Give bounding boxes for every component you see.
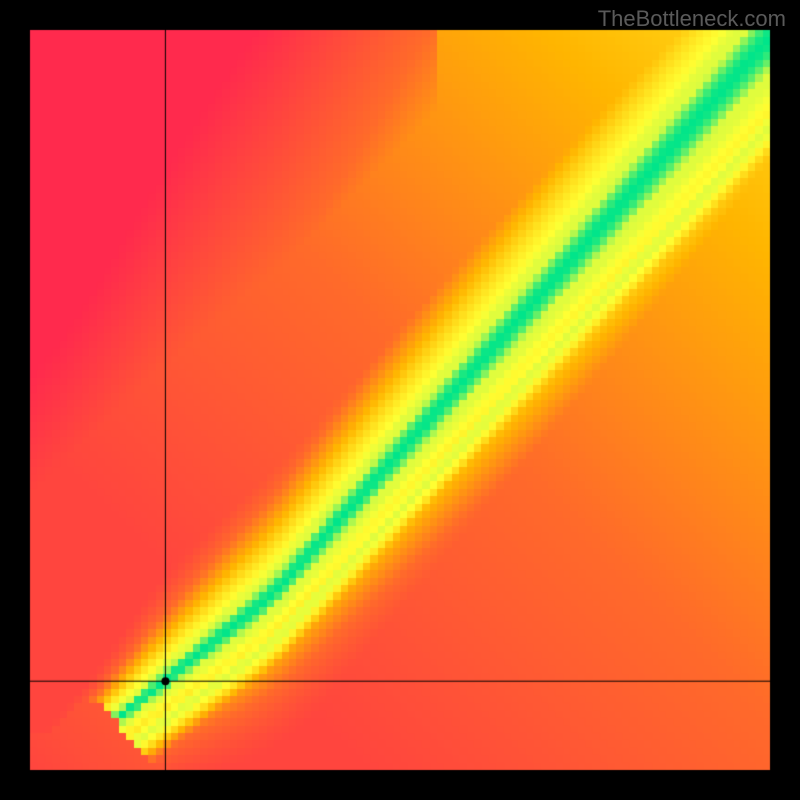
heatmap-canvas bbox=[0, 0, 800, 800]
chart-container: TheBottleneck.com bbox=[0, 0, 800, 800]
watermark-text: TheBottleneck.com bbox=[598, 6, 786, 32]
